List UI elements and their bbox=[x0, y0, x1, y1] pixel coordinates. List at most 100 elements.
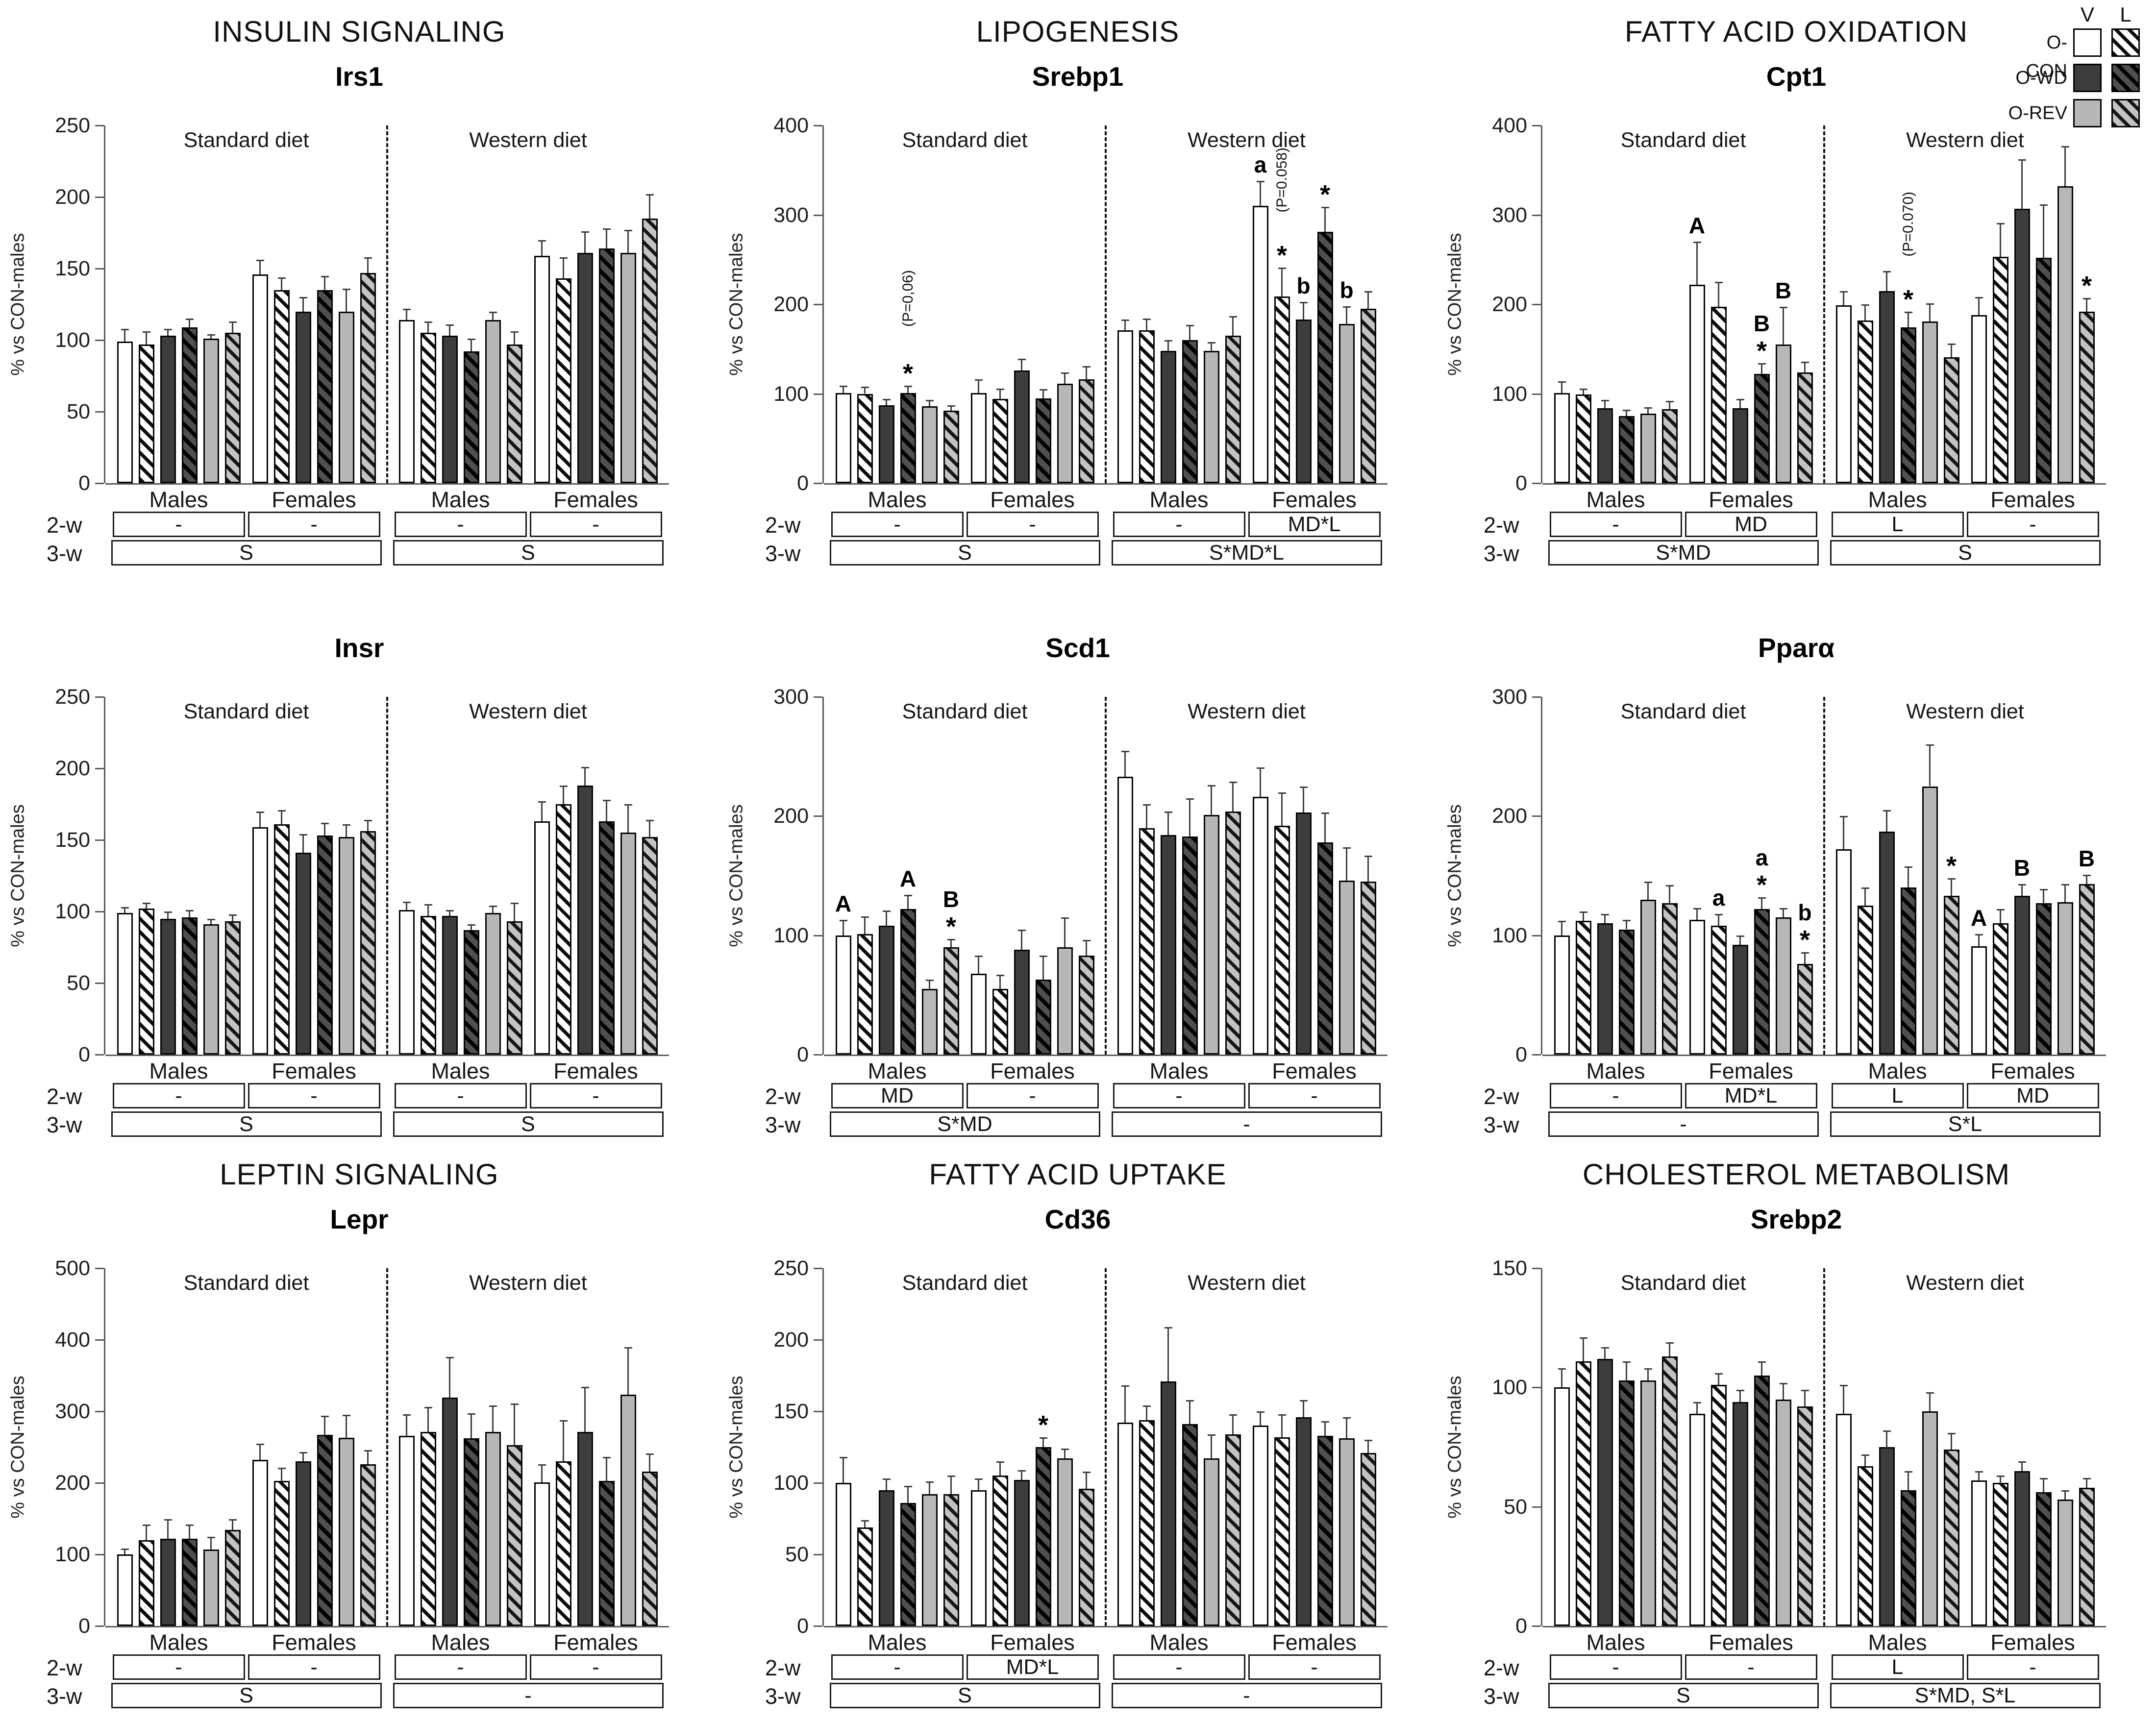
legend-swatch-o-con-v bbox=[2073, 28, 2102, 57]
error-bar-stem bbox=[1042, 956, 1044, 980]
error-bar-stem bbox=[886, 1478, 887, 1490]
error-bar-stem bbox=[649, 1453, 650, 1472]
y-axis-tick-label: 400 bbox=[55, 1328, 90, 1352]
bar-o-con-l bbox=[555, 804, 571, 1055]
error-bar-stem bbox=[2064, 884, 2066, 902]
error-bar-stem bbox=[1042, 389, 1044, 398]
error-bar-stem bbox=[2086, 298, 2087, 312]
error-bar-cap bbox=[1665, 885, 1674, 887]
error-bar-stem bbox=[950, 1476, 952, 1495]
y-axis-tick bbox=[814, 935, 822, 936]
error-bar-cap bbox=[1579, 388, 1587, 390]
error-bar-cap bbox=[1229, 781, 1237, 783]
error-bar-cap bbox=[1947, 1432, 1956, 1434]
error-bar-cap bbox=[645, 194, 654, 196]
error-bar-cap bbox=[1558, 381, 1566, 383]
y-axis-tick bbox=[1532, 125, 1541, 126]
y-axis-tick-label: 100 bbox=[773, 382, 809, 406]
error-bar-cap bbox=[467, 1413, 475, 1415]
error-bar-stem bbox=[2021, 159, 2023, 209]
week3-row-label: 3-w bbox=[765, 1684, 801, 1709]
x-axis-line bbox=[824, 1055, 1388, 1056]
error-bar-cap bbox=[996, 974, 1004, 976]
bar-o-wd-l bbox=[1618, 1380, 1635, 1626]
error-bar-stem bbox=[1086, 1471, 1087, 1489]
bar-o-con-l bbox=[1575, 921, 1591, 1055]
error-bar-stem bbox=[1908, 311, 1909, 328]
p-value-note: (P=0.070) bbox=[1898, 167, 1919, 282]
group-label-males: Males bbox=[1149, 487, 1209, 512]
bar-o-rev-l bbox=[642, 218, 658, 483]
category-title: FATTY ACID OXIDATION bbox=[1624, 15, 1968, 48]
error-bar-stem bbox=[563, 1420, 564, 1462]
y-axis-tick bbox=[95, 1482, 104, 1484]
y-axis-tick bbox=[814, 125, 822, 126]
y-axis-tick-label: 150 bbox=[1492, 1256, 1527, 1280]
bar-o-rev-l bbox=[506, 344, 522, 483]
week2-stat-box: - bbox=[1113, 1083, 1245, 1108]
error-bar-stem bbox=[1189, 1400, 1190, 1425]
error-bar-cap bbox=[624, 230, 632, 232]
error-bar-cap bbox=[2039, 1478, 2048, 1480]
error-bar-cap bbox=[164, 328, 172, 330]
error-bar-cap bbox=[861, 916, 869, 918]
diet-panel-label: Western diet bbox=[1906, 1271, 2024, 1295]
bar-o-con-v bbox=[252, 1460, 268, 1626]
bar-o-wd-l bbox=[1900, 1490, 1916, 1626]
week3-row-label: 3-w bbox=[1484, 1112, 1519, 1137]
error-bar-cap bbox=[1693, 1402, 1701, 1403]
error-bar-stem bbox=[232, 914, 233, 922]
error-bar-stem bbox=[649, 194, 650, 219]
error-bar-cap bbox=[1256, 181, 1264, 183]
week2-stat-box: - bbox=[112, 1654, 245, 1680]
bar-o-rev-l bbox=[943, 947, 959, 1055]
group-label-females: Females bbox=[990, 1630, 1075, 1655]
error-bar-cap bbox=[185, 1524, 194, 1526]
error-bar-cap bbox=[1926, 1392, 1934, 1394]
week2-stat-box: - bbox=[1966, 1654, 2099, 1680]
group-label-females: Females bbox=[1990, 487, 2075, 512]
y-axis-tick-label: 100 bbox=[1492, 382, 1527, 406]
error-bar-stem bbox=[584, 231, 586, 253]
week2-stat-box: - bbox=[394, 1083, 527, 1108]
error-bar-cap bbox=[1321, 812, 1329, 814]
error-bar-stem bbox=[1739, 399, 1741, 408]
significance-letter: B bbox=[1753, 311, 1770, 337]
y-axis-tick bbox=[95, 1625, 104, 1627]
bar-o-rev-l bbox=[224, 333, 241, 483]
bar-o-con-v bbox=[1252, 206, 1268, 483]
y-axis-line bbox=[104, 697, 105, 1055]
week3-row-label: 3-w bbox=[1484, 541, 1519, 566]
bar-o-wd-l bbox=[598, 821, 615, 1055]
error-bar-cap bbox=[2018, 884, 2026, 886]
error-bar-cap bbox=[1082, 1471, 1090, 1473]
error-bar-stem bbox=[1346, 847, 1347, 881]
group-label-females: Females bbox=[272, 1058, 356, 1083]
error-bar-cap bbox=[364, 257, 372, 259]
week2-stat-box: - bbox=[1549, 1654, 1682, 1680]
error-bar-stem bbox=[2000, 222, 2001, 257]
bar-o-con-l bbox=[992, 989, 1008, 1055]
bar-o-wd-l bbox=[1754, 374, 1770, 483]
week2-stat-box: - bbox=[112, 512, 245, 537]
error-bar-stem bbox=[1064, 1448, 1066, 1459]
error-bar-cap bbox=[1883, 271, 1891, 273]
error-bar-cap bbox=[1758, 1361, 1766, 1363]
week3-row-label: 3-w bbox=[47, 1684, 82, 1709]
error-bar-stem bbox=[1260, 181, 1261, 206]
error-bar-stem bbox=[259, 1443, 261, 1460]
error-bar-stem bbox=[1626, 920, 1627, 930]
gene-title: Srebp2 bbox=[1750, 1204, 1842, 1234]
error-bar-stem bbox=[1260, 767, 1261, 797]
error-bar-cap bbox=[1017, 1470, 1026, 1472]
y-axis-line bbox=[822, 1268, 824, 1626]
error-bar-cap bbox=[1801, 361, 1809, 363]
error-bar-cap bbox=[1017, 359, 1026, 361]
error-bar-cap bbox=[1622, 920, 1631, 922]
group-label-males: Males bbox=[149, 1630, 208, 1655]
error-bar-cap bbox=[1758, 363, 1766, 365]
bar-o-con-l bbox=[992, 399, 1008, 483]
error-bar-cap bbox=[1342, 306, 1351, 308]
y-axis-tick-label: 0 bbox=[78, 1043, 90, 1066]
category-title: FATTY ACID UPTAKE bbox=[929, 1158, 1227, 1191]
